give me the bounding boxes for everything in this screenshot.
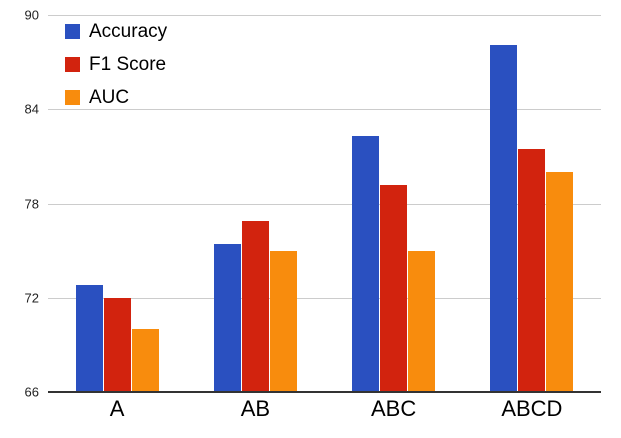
gridline [48,203,601,205]
legend-label: Accuracy [89,21,168,42]
legend-label: AUC [89,87,130,108]
y-axis-tick-label: 78 [24,196,39,211]
bar-accuracy [213,244,241,392]
legend-swatch-icon [65,90,80,105]
bar-groups [48,15,601,392]
legend-item: AUC [65,88,167,107]
bar-f1-score [518,148,546,392]
legend-swatch-icon [65,24,80,39]
x-axis-category-label: ABCD [501,396,563,421]
bar-f1-score [241,220,269,392]
x-axis-category-label: A [109,396,125,421]
plot-area [48,15,601,393]
y-axis-tick-label: 66 [24,384,39,400]
x-axis-category-label: AB [240,396,271,421]
gridline [48,109,601,111]
y-axis-tick-label: 72 [24,290,39,306]
bar-group-abc [325,15,463,392]
legend-swatch-icon [65,57,80,72]
x-axis-category-label: ABC [371,396,417,421]
x-axis-category-labels: A AB ABC ABCD [48,398,601,420]
legend: Accuracy F1 Score AUC [65,22,167,121]
bar-f1-score [380,184,408,392]
bar-group-a [48,15,186,392]
y-axis-tick-label: 90 [24,7,39,23]
bar-auc [131,329,159,392]
bar-auc [408,250,436,392]
bar-accuracy [490,44,518,392]
legend-item: F1 Score [65,55,167,74]
bar-auc [269,250,297,392]
legend-item: Accuracy [65,22,167,41]
y-axis-tick-label: 84 [24,101,39,117]
bar-f1-score [103,297,131,392]
bar-accuracy [75,285,103,392]
y-axis-tick-labels: 66 72 78 84 90 [0,9,39,399]
gridline [48,15,601,16]
gridline [48,297,601,299]
bar-group-abcd [463,15,601,392]
bar-group-ab [186,15,324,392]
bar-accuracy [352,135,380,392]
legend-label: F1 Score [89,54,167,75]
x-axis-line [48,391,601,393]
bar-auc [546,172,574,392]
